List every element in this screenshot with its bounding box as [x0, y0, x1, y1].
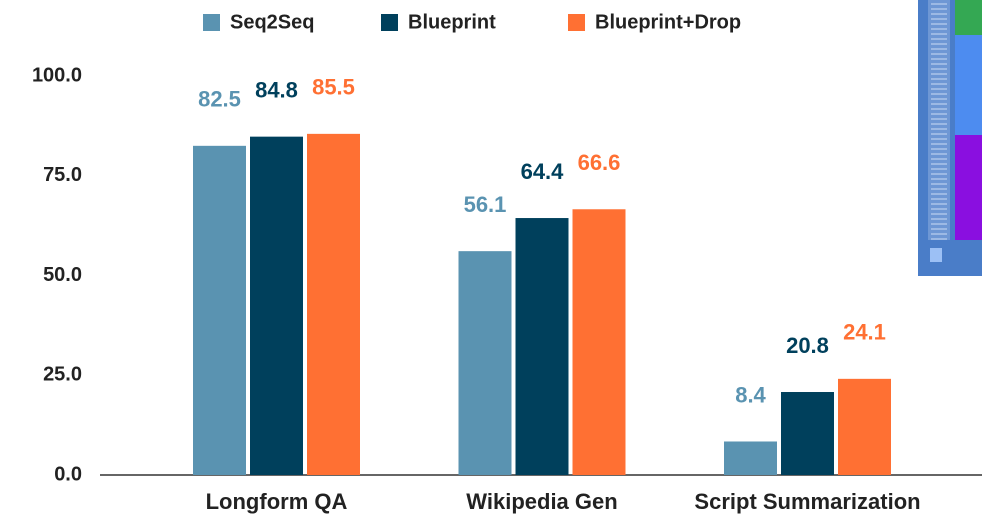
legend-swatch: [203, 14, 220, 31]
legend-label: Seq2Seq: [230, 11, 314, 33]
bar: [307, 133, 360, 476]
data-label: 85.5: [312, 75, 355, 100]
y-tick-label: 75.0: [43, 164, 82, 186]
data-label: 8.4: [735, 382, 766, 407]
bar: [572, 209, 626, 476]
data-label: 24.1: [843, 320, 886, 345]
x-tick-label: Wikipedia Gen: [466, 489, 617, 514]
bar: [458, 251, 512, 475]
data-label: 66.6: [578, 150, 621, 175]
legend-label: Blueprint+Drop: [595, 11, 741, 33]
data-label: 82.5: [198, 87, 241, 112]
x-tick-label: Longform QA: [206, 489, 348, 514]
overlay-panel: [918, 0, 982, 276]
y-tick-label: 100.0: [32, 64, 82, 86]
bar: [250, 136, 303, 475]
x-tick-label: Script Summarization: [694, 489, 920, 514]
y-tick-label: 25.0: [43, 364, 82, 386]
legend-label: Blueprint: [408, 11, 496, 33]
bar: [781, 392, 834, 475]
data-label: 84.8: [255, 77, 298, 102]
bar: [838, 378, 891, 475]
y-tick-label: 50.0: [43, 264, 82, 286]
legend-swatch: [381, 14, 398, 31]
legend-swatch: [568, 14, 585, 31]
y-tick-label: 0.0: [54, 463, 82, 485]
data-label: 64.4: [521, 159, 565, 184]
bar: [193, 145, 246, 475]
data-label: 20.8: [786, 333, 829, 358]
bar: [724, 441, 777, 475]
data-label: 56.1: [464, 192, 507, 217]
bar: [515, 218, 569, 475]
